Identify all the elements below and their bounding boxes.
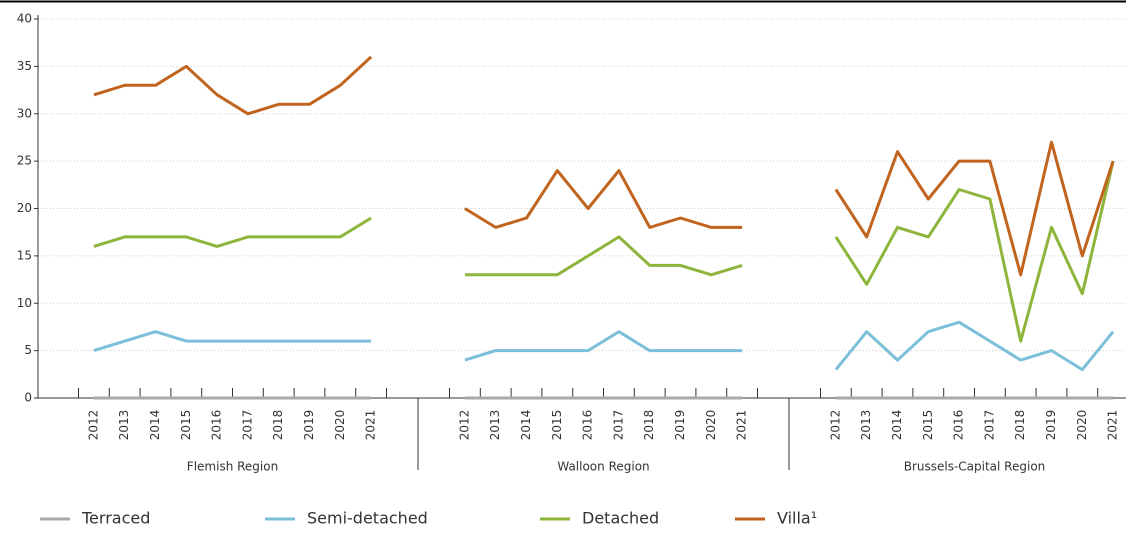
series-line: [834, 140, 1115, 277]
x-tick-label: 2014: [148, 410, 162, 441]
y-tick-label: 30: [17, 106, 32, 120]
legend-label: Detached: [582, 509, 659, 528]
x-tick-label: 2012: [457, 410, 471, 441]
series-line: [834, 160, 1115, 343]
x-tick-label: 2021: [1106, 410, 1120, 441]
y-tick-label: 5: [24, 343, 32, 357]
y-tick-label: 20: [17, 201, 32, 215]
y-tick-label: 40: [17, 12, 32, 26]
x-tick-label: 2019: [302, 410, 316, 441]
y-tick-label: 15: [17, 248, 32, 262]
series-line: [93, 330, 372, 353]
x-tick-label: 2012: [86, 410, 100, 441]
x-tick-label: 2018: [642, 410, 656, 441]
series-line: [464, 330, 743, 362]
x-tick-label: 2015: [550, 410, 564, 441]
x-tick-label: 2015: [921, 410, 935, 441]
x-tick-label: 2021: [735, 410, 749, 441]
x-tick-label: 2015: [179, 410, 193, 441]
x-tick-label: 2019: [1044, 410, 1058, 441]
x-tick-label: 2013: [117, 410, 131, 441]
x-tick-label: 2014: [890, 410, 904, 441]
legend-label: Villa¹: [777, 509, 817, 528]
x-tick-label: 2016: [952, 410, 966, 441]
series-line: [464, 235, 743, 277]
group-label: Flemish Region: [187, 460, 278, 474]
series-line: [93, 216, 372, 248]
y-tick-label: 10: [17, 296, 32, 310]
plot: 0 5 10 15 20 25 30 35 40 2012 2013 2014 2015 2016 2017…: [17, 12, 1126, 474]
legend-label: Terraced: [81, 509, 150, 528]
series-line: [93, 55, 373, 116]
x-tick-label: 2020: [1075, 410, 1089, 441]
group-label: Brussels-Capital Region: [904, 460, 1046, 474]
y-tick-label: 25: [17, 154, 32, 168]
x-tick-label: 2013: [488, 410, 502, 441]
group-label: Walloon Region: [557, 460, 649, 474]
legend-label: Semi-detached: [307, 509, 428, 528]
x-tick-label: 2018: [271, 410, 285, 441]
y-tick-label: 0: [24, 391, 32, 405]
x-tick-label: 2012: [828, 410, 842, 441]
y-tick-label: 35: [17, 59, 32, 73]
x-tick-label: 2020: [704, 410, 718, 441]
x-tick-label: 2013: [859, 410, 873, 441]
series-line: [834, 320, 1115, 372]
x-tick-label: 2016: [210, 410, 224, 441]
x-tick-label: 2020: [333, 410, 347, 441]
series-line: [464, 169, 743, 229]
x-tick-label: 2017: [240, 410, 254, 441]
legend: Terraced Semi-detached Detached Villa¹: [40, 509, 817, 528]
x-tick-label: 2021: [364, 410, 378, 441]
x-tick-label: 2019: [673, 410, 687, 441]
x-tick-label: 2014: [519, 410, 533, 441]
x-tick-label: 2016: [581, 410, 595, 441]
x-tick-label: 2017: [611, 410, 625, 441]
x-tick-label: 2018: [1013, 410, 1027, 441]
x-tick-label: 2017: [982, 410, 996, 441]
